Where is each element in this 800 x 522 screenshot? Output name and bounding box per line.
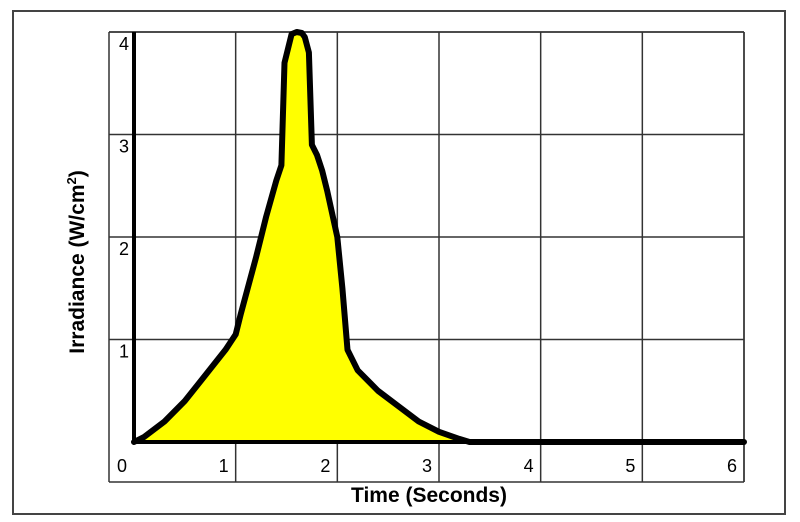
y-axis-title-main: Irradiance (W/cm (66, 185, 89, 354)
x-tick-label: 3 (422, 456, 432, 476)
y-tick-label: 2 (119, 239, 129, 259)
irradiance-chart: 0 1 2 3 4 5 6 1 2 3 4 Time (Seconds) Irradiance (… (64, 29, 747, 507)
x-tick-label: 4 (524, 456, 534, 476)
y-tick-label: 3 (119, 137, 129, 157)
x-tick-label: 1 (219, 456, 229, 476)
y-tick-label: 1 (119, 342, 129, 362)
y-axis-title-superscript: 2 (64, 177, 79, 184)
y-tick-label: 4 (119, 34, 129, 54)
x-tick-label: 2 (320, 456, 330, 476)
x-axis-title: Time (Seconds) (351, 484, 507, 507)
chart-frame: 0 1 2 3 4 5 6 1 2 3 4 Time (Seconds) Irradiance (… (12, 10, 786, 515)
x-tick-label: 6 (727, 456, 737, 476)
y-axis-title: Irradiance (W/cm2) (64, 170, 89, 353)
y-axis-title-close: ) (66, 170, 89, 177)
irradiance-area-fill (134, 32, 744, 442)
irradiance-curve (131, 29, 747, 445)
x-tick-label: 5 (625, 456, 635, 476)
x-tick-label: 0 (117, 456, 127, 476)
